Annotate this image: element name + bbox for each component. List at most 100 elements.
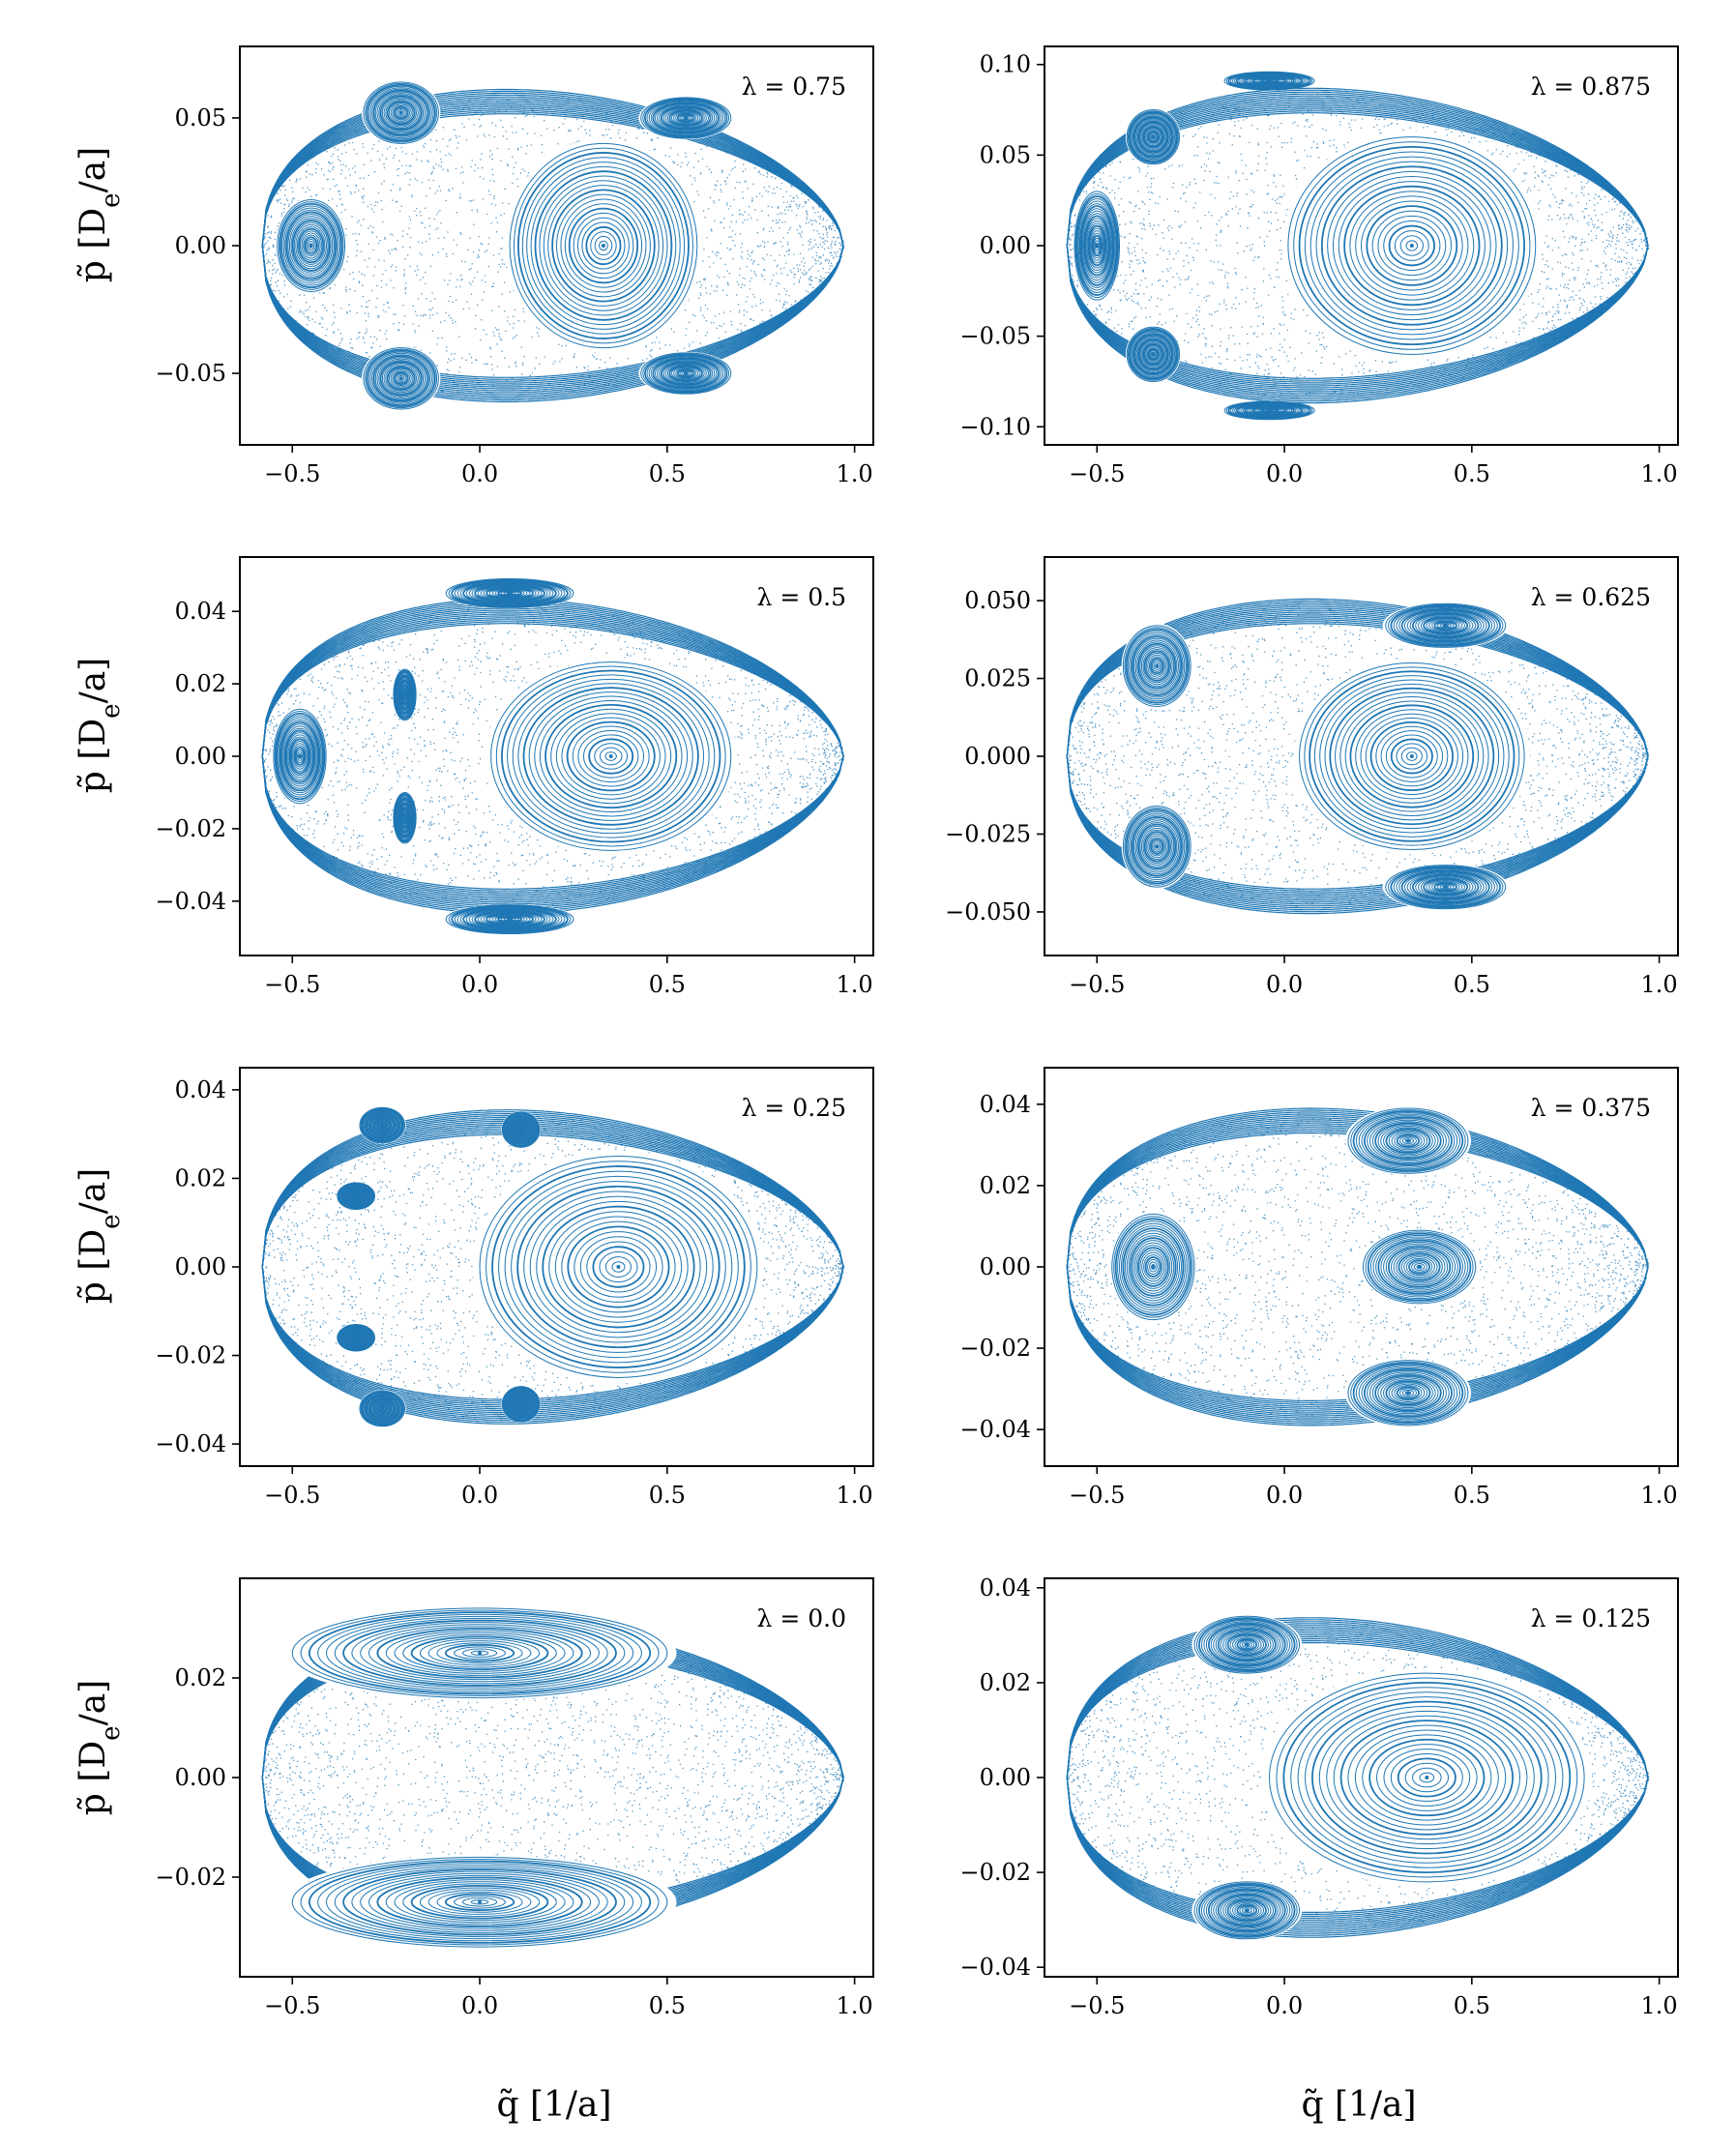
island-ring bbox=[1140, 647, 1173, 686]
island-ring bbox=[1423, 616, 1469, 634]
island-ring bbox=[1217, 1894, 1277, 1927]
island-ring bbox=[670, 110, 701, 126]
island-ring bbox=[337, 1182, 376, 1210]
island-ring bbox=[282, 207, 339, 284]
island-ring bbox=[378, 94, 425, 132]
island-ring bbox=[419, 1638, 541, 1668]
island-ring bbox=[365, 348, 438, 409]
y-tick-label: 0.00 bbox=[175, 1253, 226, 1280]
island-ring bbox=[1122, 625, 1192, 707]
island-ring bbox=[1220, 1896, 1274, 1926]
island-ring bbox=[402, 1883, 557, 1922]
island-center bbox=[354, 1193, 359, 1198]
island-center bbox=[1245, 1908, 1250, 1913]
island-ring bbox=[461, 1648, 498, 1658]
island-ring bbox=[1363, 1116, 1453, 1166]
island-ring bbox=[1142, 126, 1164, 148]
island-ring bbox=[364, 1110, 400, 1140]
island-ring bbox=[1368, 1119, 1447, 1162]
y-tick-label: 0.02 bbox=[980, 1669, 1031, 1696]
x-tick-label: 0.0 bbox=[1266, 1992, 1303, 2019]
island-ring bbox=[361, 1107, 404, 1143]
island-ring bbox=[385, 1879, 574, 1926]
y-tick-label: 0.00 bbox=[175, 232, 226, 259]
y-tick-label: 0.050 bbox=[964, 587, 1031, 614]
island-ring bbox=[590, 231, 617, 260]
island-2 bbox=[1192, 1880, 1303, 1941]
island-ring bbox=[461, 1897, 498, 1907]
island-ring bbox=[548, 1211, 689, 1323]
island-ring bbox=[1137, 823, 1177, 870]
island-center bbox=[1409, 244, 1414, 248]
island-ring bbox=[1309, 156, 1514, 336]
island-ring bbox=[1150, 133, 1157, 140]
island-ring bbox=[1132, 816, 1183, 877]
island-3 bbox=[442, 903, 577, 935]
island-ring bbox=[1365, 718, 1458, 795]
island-ring bbox=[506, 1115, 536, 1144]
island-ring bbox=[1128, 328, 1178, 380]
island-5 bbox=[393, 791, 417, 845]
island-center bbox=[398, 110, 403, 115]
x-tick-label: 0.5 bbox=[1454, 971, 1490, 998]
island-1 bbox=[1192, 1614, 1303, 1675]
island-ring bbox=[1385, 603, 1507, 648]
island-ring bbox=[1396, 606, 1495, 644]
island-ring bbox=[515, 1398, 527, 1410]
island-ring bbox=[1385, 865, 1507, 910]
island-ring bbox=[454, 1895, 506, 1909]
island-ring bbox=[361, 1391, 404, 1426]
island-ring bbox=[648, 101, 723, 135]
island-ring bbox=[662, 362, 709, 385]
y-tick-label: −0.04 bbox=[959, 1954, 1031, 1981]
island-ring bbox=[554, 1216, 683, 1318]
island-ring bbox=[1203, 1621, 1291, 1669]
island-ring bbox=[491, 914, 528, 925]
island-ring bbox=[1195, 1617, 1298, 1673]
island-ring bbox=[471, 910, 548, 928]
island-ring bbox=[1393, 605, 1498, 645]
island-ring bbox=[307, 241, 315, 250]
island-ring bbox=[383, 364, 419, 394]
island-ring bbox=[664, 363, 707, 384]
island-ring bbox=[1134, 639, 1179, 692]
island-ring bbox=[1338, 181, 1486, 310]
island-ring bbox=[1376, 1744, 1478, 1811]
island-ring bbox=[1131, 331, 1176, 377]
island-ring bbox=[1193, 1615, 1301, 1674]
island-ring bbox=[1339, 696, 1485, 816]
island-1 bbox=[358, 1106, 406, 1144]
island-ring bbox=[1093, 237, 1101, 254]
island-ring bbox=[1287, 136, 1537, 355]
island-ring bbox=[1124, 1230, 1182, 1304]
island-ring bbox=[1236, 1638, 1258, 1651]
island-ring bbox=[346, 1190, 366, 1203]
island-ring bbox=[1385, 1128, 1431, 1154]
island-ring bbox=[397, 801, 413, 835]
island-ring bbox=[1329, 687, 1495, 826]
island-ring bbox=[513, 1122, 529, 1137]
island-ring bbox=[1400, 1254, 1438, 1279]
island-ring bbox=[611, 1261, 626, 1273]
island-center bbox=[1409, 754, 1414, 758]
island-ring bbox=[1360, 713, 1464, 800]
island-ring bbox=[577, 217, 630, 275]
island-ring bbox=[660, 361, 712, 386]
island-ring bbox=[1365, 1231, 1474, 1303]
island-ring bbox=[1362, 1229, 1477, 1305]
island-ring bbox=[1405, 240, 1419, 251]
trajectory-points bbox=[261, 1106, 845, 1427]
island-ring bbox=[342, 1868, 617, 1936]
island-ring bbox=[516, 1125, 526, 1134]
island-ring bbox=[1145, 833, 1168, 861]
island-ring bbox=[393, 791, 417, 844]
island-4 bbox=[393, 667, 417, 721]
island-ring bbox=[1226, 1633, 1267, 1657]
island-ring bbox=[1149, 1261, 1158, 1273]
island-ring bbox=[1087, 222, 1107, 269]
island-ring bbox=[399, 684, 410, 705]
island-ring bbox=[1363, 1367, 1453, 1418]
island-0 bbox=[505, 138, 702, 353]
x-tick-label: 0.5 bbox=[649, 1992, 686, 2019]
island-ring bbox=[1139, 339, 1167, 368]
